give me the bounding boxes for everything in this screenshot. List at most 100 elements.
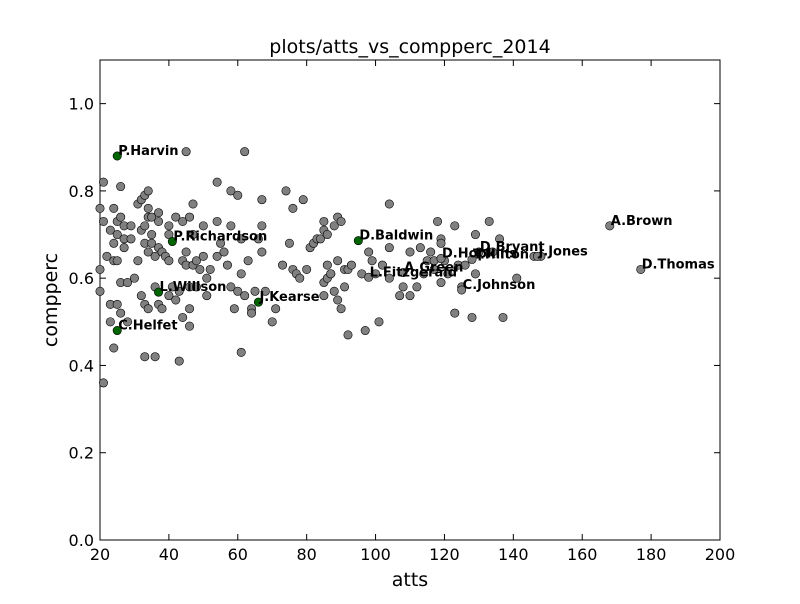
data-point <box>150 352 160 362</box>
data-point <box>195 264 205 274</box>
data-point-labeled <box>636 264 646 274</box>
data-point <box>419 269 429 279</box>
data-point-labeled <box>474 247 484 257</box>
highlight-label: D.Baldwin <box>359 229 433 244</box>
data-point <box>112 230 122 240</box>
data-point <box>191 282 201 292</box>
x-tick-label: 200 <box>705 545 736 564</box>
data-point <box>260 286 270 296</box>
point-label: D.Hopkins <box>442 247 517 262</box>
data-point <box>143 304 153 314</box>
data-point <box>164 291 174 301</box>
x-tick-label: 100 <box>360 545 391 564</box>
data-point <box>233 190 243 200</box>
data-point <box>333 256 343 266</box>
data-point <box>329 221 339 231</box>
data-point <box>98 177 108 187</box>
data-point <box>212 177 222 187</box>
data-point <box>374 317 384 327</box>
highlight-point <box>112 151 122 161</box>
data-point <box>495 234 505 244</box>
data-point <box>126 221 136 231</box>
data-point <box>384 273 394 283</box>
data-point <box>498 312 508 322</box>
data-point <box>450 308 460 318</box>
data-point <box>415 243 425 253</box>
y-tick-label: 0.8 <box>69 182 94 201</box>
data-point <box>178 216 188 226</box>
data-point <box>98 216 108 226</box>
data-point <box>450 221 460 231</box>
data-point <box>147 212 157 222</box>
data-point <box>429 264 439 274</box>
data-point <box>126 234 136 244</box>
data-point <box>247 308 257 318</box>
data-point <box>250 286 260 296</box>
data-point <box>171 295 181 305</box>
data-point <box>295 273 305 283</box>
data-point <box>315 234 325 244</box>
y-tick-label: 0.6 <box>69 269 94 288</box>
data-point <box>185 304 195 314</box>
data-point <box>229 304 239 314</box>
data-point <box>136 291 146 301</box>
data-point <box>271 304 281 314</box>
data-point <box>185 321 195 331</box>
highlight-point <box>112 326 122 336</box>
data-point <box>143 186 153 196</box>
data-point <box>102 251 112 261</box>
point-labels: A.Brown D.Thomas J.JonesD.BryantD.HopkinsT… <box>118 144 715 334</box>
data-point <box>398 282 408 292</box>
data-point-labeled <box>605 221 615 231</box>
data-point <box>109 203 119 213</box>
y-tick-label: 0.4 <box>69 356 94 375</box>
data-point <box>288 203 298 213</box>
point-label: A.Brown <box>611 214 673 229</box>
data-point <box>240 147 250 157</box>
data-point <box>319 216 329 226</box>
data-point-labeled <box>364 272 374 282</box>
y-axis-title: compperc <box>40 253 62 347</box>
chart-title: plots/atts_vs_compperc_2014 <box>269 36 550 58</box>
highlight-label: P.Harvin <box>118 144 178 159</box>
data-point <box>377 260 387 270</box>
data-point <box>226 221 236 231</box>
data-point <box>302 264 312 274</box>
data-point <box>384 199 394 209</box>
data-point <box>95 286 105 296</box>
data-point <box>212 251 222 261</box>
data-point <box>178 312 188 322</box>
data-point <box>109 343 119 353</box>
data-point <box>319 291 329 301</box>
data-point <box>267 317 277 327</box>
data-point <box>367 256 377 266</box>
data-point <box>360 326 370 336</box>
y-tick-label: 0.2 <box>69 444 94 463</box>
data-point <box>129 273 139 283</box>
highlight-point <box>167 237 177 247</box>
data-point <box>233 286 243 296</box>
data-point <box>298 195 308 205</box>
data-point <box>484 216 494 226</box>
data-point-labeled <box>467 254 477 264</box>
data-point <box>185 212 195 222</box>
point-label: T.Hilton <box>473 247 529 262</box>
data-point <box>219 247 229 257</box>
data-point <box>467 312 477 322</box>
data-point <box>257 247 267 257</box>
data-point <box>167 282 177 292</box>
data-point <box>346 260 356 270</box>
x-tick-label: 120 <box>429 545 460 564</box>
data-point <box>116 308 126 318</box>
data-point <box>212 216 222 226</box>
highlight-point <box>253 297 263 307</box>
data-point <box>140 221 150 231</box>
data-point <box>284 238 294 248</box>
data-point <box>174 356 184 366</box>
data-point <box>384 243 394 253</box>
data-point <box>236 347 246 357</box>
y-tick-label: 1.0 <box>69 95 94 114</box>
data-point <box>202 273 212 283</box>
data-point <box>426 247 436 257</box>
